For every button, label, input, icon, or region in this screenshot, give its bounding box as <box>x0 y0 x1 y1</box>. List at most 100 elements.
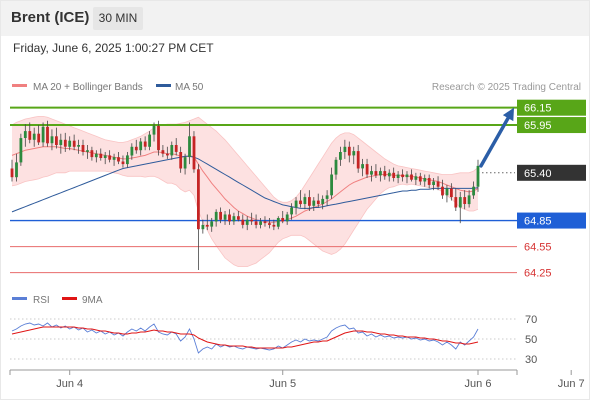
candle-body <box>330 174 333 196</box>
candle-body <box>467 195 471 205</box>
time-axis-label: Jun 7 <box>558 378 585 390</box>
candle-body <box>387 172 391 177</box>
candle-body <box>183 157 187 169</box>
candle-body <box>423 178 427 182</box>
candle-body <box>139 141 143 151</box>
candle-body <box>365 164 369 175</box>
rsi-panel: 70 50 30 <box>10 314 537 366</box>
candle-body <box>223 214 227 220</box>
level-64-85-label: 64.85 <box>524 216 552 228</box>
candle-body <box>117 157 120 162</box>
time-axis: Jun 4 Jun 5 Jun 6 Jun 7 <box>9 369 585 390</box>
candle-body <box>250 219 254 222</box>
candle-body <box>103 155 107 158</box>
candle-body <box>166 153 169 156</box>
candle-body <box>134 146 138 151</box>
candle-body <box>10 168 14 178</box>
candle-body <box>436 181 440 187</box>
level-65-95-tag <box>517 117 586 134</box>
candle-body <box>50 136 54 144</box>
candle-body <box>68 140 72 147</box>
candle-body <box>316 200 320 205</box>
candle-body <box>108 155 112 160</box>
level-65-40-tag <box>517 164 586 181</box>
candle-body <box>361 164 364 169</box>
rsi-tick-label: 70 <box>525 314 537 326</box>
candle-body <box>254 221 258 225</box>
timeframe-button[interactable]: 30 MIN <box>93 7 143 30</box>
bollinger-upper-line <box>11 116 479 203</box>
instrument-title: Brent (ICE) <box>11 9 90 26</box>
candle-body <box>343 146 347 152</box>
candle-body <box>339 152 342 160</box>
candle-body <box>441 186 444 196</box>
candle-body <box>41 126 45 143</box>
level-66-15-label: 66.15 <box>524 103 552 115</box>
candle-body <box>130 146 134 156</box>
candle-body <box>325 195 329 199</box>
rsi-legend-label: RSI <box>33 295 50 306</box>
candle-body <box>392 172 396 178</box>
candle-body <box>245 219 249 225</box>
candles-layer <box>10 120 480 271</box>
candle-body <box>72 140 76 147</box>
candle-body <box>214 211 218 222</box>
rsi-ma-legend-swatch <box>62 297 77 300</box>
candle-body <box>192 136 196 170</box>
candle-body <box>37 133 41 143</box>
candle-body <box>219 211 222 220</box>
candle-body <box>94 153 98 158</box>
rsi-tick-label: 50 <box>525 334 537 346</box>
level-64-85-tag <box>517 212 586 229</box>
bb-legend-swatch <box>12 84 27 87</box>
candle-body <box>15 162 18 178</box>
candle-body <box>59 139 63 145</box>
candle-body <box>174 145 178 152</box>
candle-body <box>374 171 378 176</box>
candle-body <box>228 214 231 222</box>
candle-body <box>179 152 183 169</box>
candle-body <box>32 133 36 140</box>
level-65-95-label: 65.95 <box>524 120 552 132</box>
candle-body <box>445 188 449 196</box>
candle-body <box>414 176 418 180</box>
candle-body <box>472 186 475 196</box>
level-64-55-label: 64.55 <box>524 242 552 254</box>
candle-body <box>476 165 480 187</box>
candle-body <box>321 198 325 205</box>
rsi-tick-label: 30 <box>525 354 537 366</box>
ma20-line <box>11 146 479 223</box>
candle-body <box>294 200 298 208</box>
ma50-line <box>11 155 479 213</box>
candle-body <box>99 153 103 158</box>
candle-body <box>281 218 285 222</box>
candle-body <box>383 171 387 177</box>
candle-body <box>197 169 200 230</box>
candle-body <box>303 197 307 204</box>
rsi-legend-swatch <box>12 297 27 300</box>
projection-arrow-shaft <box>479 116 510 168</box>
bollinger-lower-line <box>11 170 479 268</box>
candle-body <box>427 178 431 185</box>
candle-body <box>370 171 373 175</box>
candle-body <box>170 145 174 156</box>
candle-body <box>232 216 236 222</box>
candle-body <box>450 188 453 198</box>
candle-body <box>268 223 271 225</box>
candle-body <box>396 174 400 178</box>
time-axis-label: Jun 6 <box>465 378 492 390</box>
candle-body <box>405 174 409 178</box>
candle-body <box>285 214 289 222</box>
candle-body <box>81 145 85 152</box>
bb-legend-label: MA 20 + Bollinger Bands <box>33 82 143 93</box>
candle-body <box>463 197 467 204</box>
moving-average-layer <box>11 146 479 223</box>
rsi-ma-line <box>11 326 479 349</box>
candle-body <box>188 136 191 158</box>
candle-body <box>290 207 293 215</box>
candle-body <box>205 224 209 227</box>
bollinger-band-layer <box>11 116 479 268</box>
candle-body <box>121 161 125 165</box>
candle-body <box>237 216 240 220</box>
candle-body <box>77 145 80 147</box>
